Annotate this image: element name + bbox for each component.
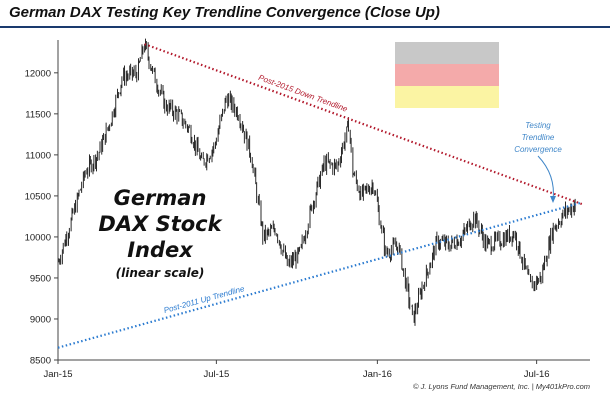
flag-stripe <box>395 64 499 86</box>
trendline <box>144 43 583 206</box>
x-tick-group: Jan-15 Jul-15 Jan-16 Jul-16 <box>43 360 550 380</box>
x-tick-label: Jul-16 <box>524 369 550 380</box>
y-tick-label: 12000 <box>25 68 51 79</box>
chart-title: German DAX Testing Key Trendline Converg… <box>9 4 440 21</box>
x-tick-label: Jul-15 <box>203 369 229 380</box>
x-tick-label: Jan-15 <box>43 369 72 380</box>
trendline-label: Post-2011 Up Trendline <box>163 284 246 315</box>
center-label-line-3: Index <box>127 238 194 262</box>
annotation-arrowhead <box>550 196 556 203</box>
flag-stripe <box>395 86 499 108</box>
y-tick-label: 10500 <box>25 191 51 202</box>
y-tick-label: 8500 <box>30 356 51 367</box>
title-divider <box>0 26 610 28</box>
y-tick-label: 9000 <box>30 314 51 325</box>
annotation-line-1: Testing <box>525 121 551 130</box>
y-tick-label: 10000 <box>25 232 51 243</box>
german-flag-image <box>395 42 499 108</box>
x-tick-label: Jan-16 <box>363 369 392 380</box>
credit-text: © J. Lyons Fund Management, Inc. | My401… <box>413 382 590 391</box>
trendline-label: Post-2015 Down Trendline <box>257 73 349 114</box>
annotation-line-3: Convergence <box>514 145 562 154</box>
y-tick-group: 8500 9000 9500 10000 10500 11000 11500 12000 <box>25 68 58 367</box>
flag-stripe <box>395 42 499 64</box>
y-tick-label: 9500 <box>30 273 51 284</box>
y-tick-label: 11500 <box>25 109 51 120</box>
annotation-arrow <box>537 155 554 201</box>
center-label-line-2: DAX Stock <box>98 212 223 236</box>
center-sublabel: (linear scale) <box>116 266 205 280</box>
center-label-line-1: German <box>114 186 207 210</box>
trendline <box>57 201 583 349</box>
annotation-line-2: Trendline <box>522 133 555 142</box>
y-tick-label: 11000 <box>25 150 51 161</box>
